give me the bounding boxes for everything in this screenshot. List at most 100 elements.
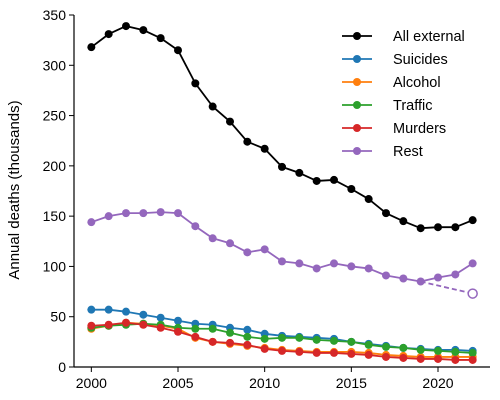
series-murders (87, 318, 477, 364)
data-point-traffic (434, 346, 442, 355)
legend: All external Suicides Alcohol Traffic Murder… (342, 29, 465, 160)
data-point-traffic (416, 345, 425, 354)
y-tick-label: 350 (43, 7, 67, 23)
series-rest (87, 208, 477, 286)
data-point-rest (416, 277, 425, 286)
legend-label: Traffic (393, 98, 432, 114)
series-layer (87, 22, 478, 364)
data-point-suicides (243, 325, 252, 334)
legend-label: Suicides (393, 52, 448, 68)
data-point-traffic (330, 336, 338, 345)
data-point-rest (226, 239, 234, 248)
data-point-traffic (364, 340, 373, 349)
legend-item-alcohol: Alcohol (342, 75, 441, 91)
data-point-rest (451, 270, 460, 279)
data-point-murders (382, 352, 390, 361)
y-tick-label: 200 (43, 158, 67, 174)
data-point-traffic (243, 332, 252, 341)
data-point-traffic (312, 335, 321, 344)
data-point-murders (399, 353, 408, 362)
data-point-murders (468, 355, 477, 364)
data-point-murders (122, 318, 130, 327)
data-point-rest (399, 274, 408, 283)
y-tick-label: 300 (43, 57, 67, 73)
data-point-murders (260, 344, 269, 353)
data-point-all-external (347, 184, 356, 193)
data-point-rest (330, 259, 338, 268)
series-line-suicides (91, 308, 473, 352)
data-point-rest (104, 212, 113, 221)
legend-swatch-marker (353, 78, 361, 86)
data-point-murders (434, 354, 442, 363)
series-all-external (87, 22, 477, 233)
data-point-murders (87, 321, 96, 330)
data-point-all-external (191, 79, 200, 88)
series-traffic (87, 319, 477, 357)
data-point-all-external (260, 144, 269, 153)
data-point-murders (416, 354, 425, 363)
data-point-all-external (122, 22, 130, 31)
data-point-rest (434, 273, 442, 282)
data-point-all-external (278, 162, 286, 171)
data-point-all-external (295, 168, 304, 177)
data-point-murders (226, 338, 234, 347)
data-point-murders (191, 332, 200, 341)
data-point-all-external (416, 224, 425, 233)
data-point-traffic (382, 342, 390, 351)
legend-swatch-marker (353, 101, 361, 109)
projection-line (420, 280, 473, 295)
x-tick-label: 2010 (249, 375, 280, 391)
data-point-murders (278, 346, 286, 355)
data-point-all-external (399, 217, 408, 226)
legend-label: Alcohol (393, 75, 441, 91)
series-line-rest (91, 211, 474, 283)
data-point-rest (260, 245, 269, 254)
data-point-murders (243, 340, 252, 349)
x-tick-label: 2000 (76, 375, 107, 391)
y-tick-label: 0 (58, 359, 66, 375)
data-point-all-external (382, 209, 390, 218)
data-point-suicides (139, 310, 148, 319)
data-point-traffic (278, 333, 286, 342)
data-point-traffic (399, 343, 408, 352)
legend-swatch-marker (353, 32, 361, 40)
projection-end-marker (467, 288, 478, 299)
data-point-murders (330, 348, 338, 357)
data-point-murders (347, 349, 356, 358)
legend-item-murders: Murders (342, 121, 446, 137)
data-point-rest (295, 259, 304, 268)
data-point-all-external (156, 34, 165, 43)
legend-swatch-marker (353, 147, 361, 155)
data-point-traffic (226, 328, 234, 337)
data-point-rest (382, 271, 390, 280)
data-point-all-external (312, 176, 321, 185)
data-point-rest (347, 262, 356, 271)
data-point-all-external (364, 195, 373, 204)
data-point-traffic (295, 333, 304, 342)
data-point-suicides (156, 313, 165, 322)
data-point-suicides (104, 305, 113, 314)
data-point-traffic (347, 337, 356, 346)
data-point-murders (312, 348, 321, 357)
data-point-traffic (260, 334, 269, 343)
legend-label: Murders (393, 121, 446, 137)
legend-item-all-external: All external (342, 29, 465, 45)
data-point-murders (295, 347, 304, 356)
legend-swatch-marker (353, 55, 361, 63)
data-point-rest (191, 222, 200, 231)
data-point-rest (208, 234, 217, 243)
data-point-all-external (87, 43, 96, 52)
data-point-traffic (468, 348, 477, 357)
x-tick-label: 2005 (162, 375, 193, 391)
projection-rest (420, 280, 478, 299)
axes-layer: 0 50 100 150 200 250 300 350 2000 2005 2010 2015 202… (43, 7, 490, 391)
data-point-murders (451, 355, 460, 364)
data-point-rest (122, 209, 130, 218)
y-tick-label: 50 (50, 309, 66, 325)
data-point-rest (174, 209, 182, 218)
data-point-rest (364, 264, 373, 273)
legend-item-traffic: Traffic (342, 98, 432, 114)
y-tick-label: 250 (43, 108, 67, 124)
data-point-traffic (208, 324, 217, 333)
data-point-all-external (468, 216, 477, 225)
